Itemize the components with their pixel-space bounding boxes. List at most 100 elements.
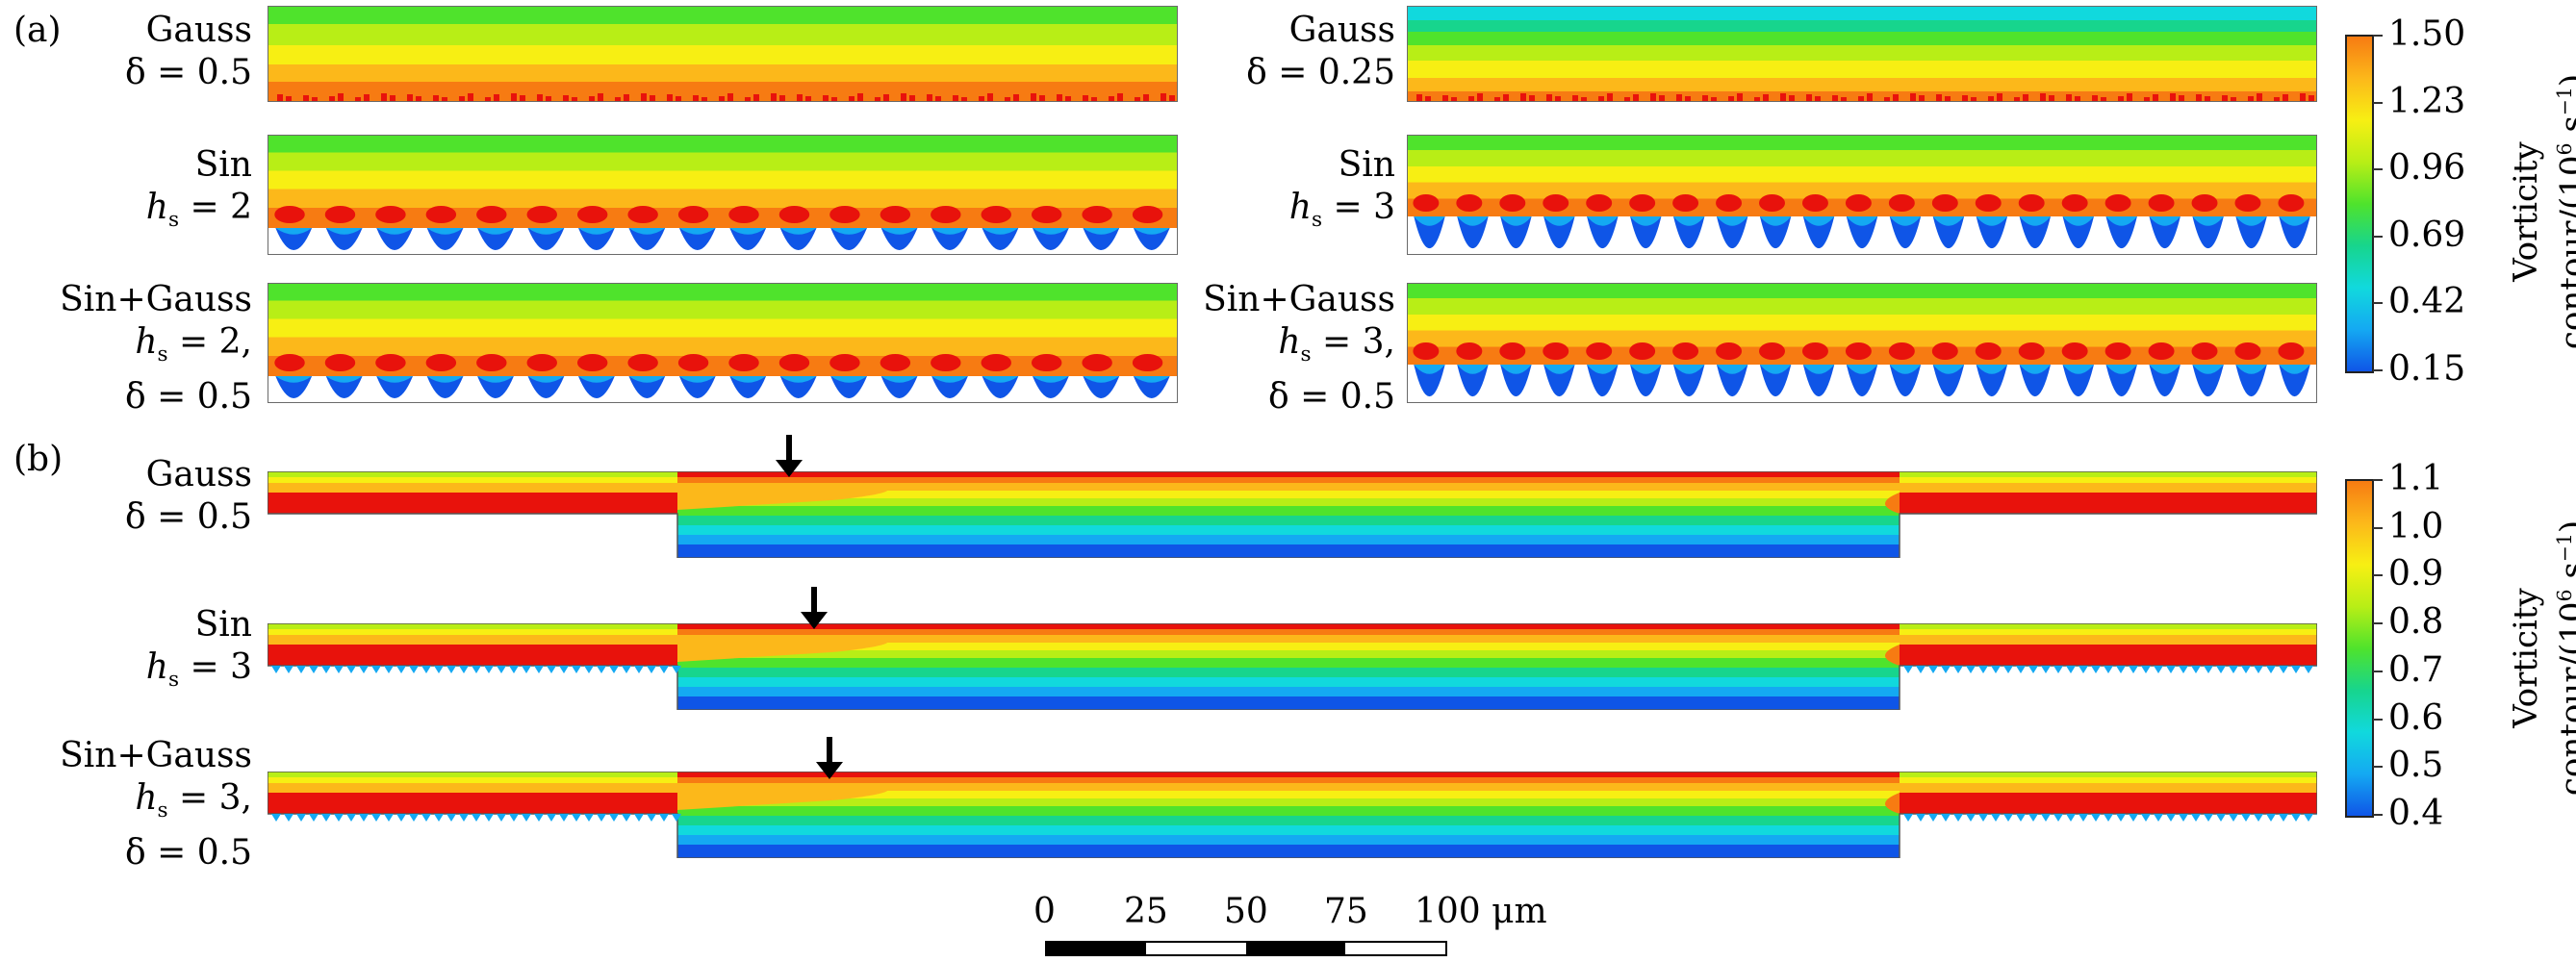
groove-edge <box>2149 365 2181 374</box>
groove-edge <box>1976 365 2008 374</box>
band <box>268 645 677 666</box>
colorbar-tick-mark <box>2373 526 2383 529</box>
roughness-speck <box>693 95 699 101</box>
eddy <box>1845 342 1872 360</box>
groove-edge <box>1457 216 1489 226</box>
colorbar-tick-label: 1.50 <box>2388 14 2466 54</box>
roughness-tooth <box>396 814 406 822</box>
groove <box>628 228 666 250</box>
roughness-speck <box>485 97 491 101</box>
label-b3-line3: δ = 0.5 <box>125 833 252 873</box>
roughness-speck <box>2187 97 2193 101</box>
roughness-tooth <box>2091 814 2101 822</box>
groove <box>2149 365 2181 397</box>
eddy <box>274 354 305 371</box>
roughness-tooth <box>497 814 506 822</box>
roughness-speck <box>1988 96 1994 101</box>
roughness-tooth <box>547 666 556 673</box>
band <box>677 772 1900 777</box>
roughness-speck <box>580 94 586 101</box>
roughness-tooth <box>534 666 544 673</box>
roughness-speck <box>1057 94 1062 101</box>
groove <box>1759 216 1792 249</box>
colorbar-tick-mark <box>2373 101 2383 104</box>
eddy <box>526 354 557 371</box>
groove-edge <box>1033 376 1069 383</box>
groove-edge <box>2279 216 2310 226</box>
roughness-tooth <box>1978 666 1988 673</box>
roughness-speck <box>2049 95 2054 101</box>
roughness-tooth <box>359 666 369 673</box>
roughness-speck <box>511 93 517 101</box>
roughness-tooth <box>309 666 319 673</box>
roughness-tooth <box>2241 666 2251 673</box>
roughness-speck <box>329 96 335 101</box>
label-a4: Sin hs = 3 <box>1203 144 1395 241</box>
groove-edge <box>578 228 615 235</box>
roughness-tooth <box>634 814 644 822</box>
groove <box>1759 365 1792 397</box>
roughness-speck <box>1143 94 1149 101</box>
roughness-speck <box>641 93 647 101</box>
groove-edge <box>1543 216 1575 226</box>
colorbar-tick-mark <box>2373 479 2383 481</box>
roughness-tooth <box>2154 666 2163 673</box>
colorbar-tick-label: 1.1 <box>2388 459 2444 498</box>
roughness-tooth <box>509 814 519 822</box>
roughness-speck <box>338 93 344 101</box>
scale-bar <box>1045 941 1447 956</box>
groove-edge <box>1932 216 1965 226</box>
groove-edge <box>2149 216 2181 226</box>
roughness-speck <box>1408 97 1414 101</box>
roughness-speck <box>286 96 292 101</box>
roughness-tooth <box>584 666 594 673</box>
eddy <box>627 206 658 223</box>
roughness-tooth <box>409 814 419 822</box>
band <box>677 629 1900 635</box>
groove <box>2235 365 2267 397</box>
roughness-speck <box>1048 97 1054 101</box>
roughness-speck <box>979 96 984 101</box>
roughness-speck <box>1979 94 1985 101</box>
entrance-wedge <box>677 635 888 662</box>
roughness-speck <box>840 94 846 101</box>
roughness-tooth <box>2154 814 2163 822</box>
roughness-speck <box>1694 93 1699 101</box>
roughness-speck <box>918 97 924 101</box>
roughness-tooth <box>396 666 406 673</box>
roughness-speck <box>1720 94 1725 101</box>
band <box>677 516 1900 525</box>
groove-edge <box>830 376 867 383</box>
groove <box>1846 365 1878 397</box>
roughness-tooth <box>1928 666 1938 673</box>
groove-edge <box>477 228 514 235</box>
roughness-speck <box>1841 97 1847 101</box>
groove-edge <box>1133 376 1170 383</box>
groove-edge <box>477 376 514 383</box>
roughness-tooth <box>572 666 581 673</box>
roughness-speck <box>2274 97 2280 101</box>
scale-label-25: 25 <box>1124 892 1168 931</box>
groove-edge <box>2235 365 2267 374</box>
label-a5-line1: Sin+Gauss <box>60 280 252 319</box>
roughness-speck <box>1754 97 1760 101</box>
roughness-tooth <box>597 814 606 822</box>
roughness-tooth <box>2229 814 2238 822</box>
label-b2-line2: hs = 3 <box>145 647 252 693</box>
band <box>677 777 1900 783</box>
roughness-speck <box>2057 97 2063 101</box>
eddy <box>1543 342 1569 360</box>
colorbar-tick-label: 0.96 <box>2388 148 2466 189</box>
groove <box>2019 216 2051 249</box>
label-a5-line3: δ = 0.5 <box>125 377 252 418</box>
roughness-tooth <box>2104 814 2113 822</box>
eddy <box>1132 206 1163 223</box>
roughness-tooth <box>2003 666 2013 673</box>
eddy <box>2148 342 2175 360</box>
groove <box>1083 376 1120 398</box>
roughness-tooth <box>2053 666 2063 673</box>
roughness-tooth <box>609 814 619 822</box>
groove-edge <box>376 228 413 235</box>
groove <box>628 376 666 398</box>
groove <box>1802 216 1835 249</box>
